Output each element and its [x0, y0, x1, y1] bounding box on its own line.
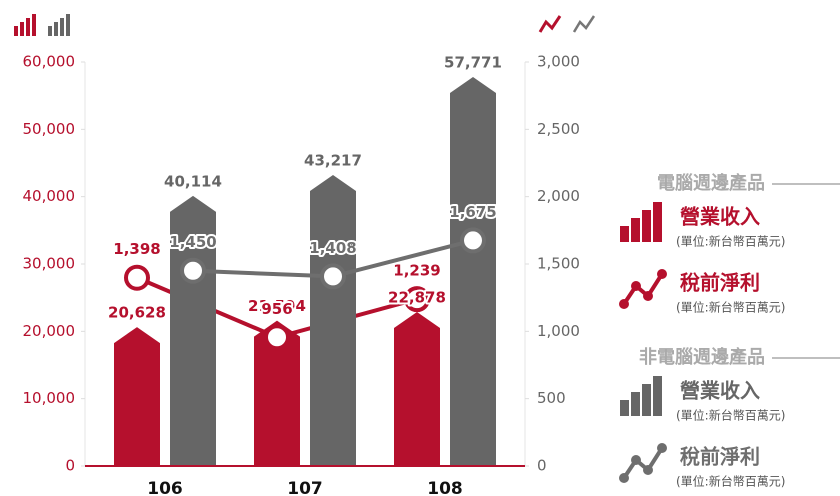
legend-group-title: 非電腦週邊產品 [639, 346, 765, 368]
line-marker [124, 264, 150, 291]
legend-icon [653, 376, 662, 416]
y2-tick-label: 500 [537, 389, 566, 407]
legend-icon [642, 384, 651, 416]
value-label: 21,594 [248, 297, 306, 315]
legend-icon [620, 226, 629, 242]
legend-icon [643, 291, 653, 301]
y-tick-label: 30,000 [23, 255, 76, 273]
bar [310, 175, 356, 466]
y-tick-label: 20,000 [23, 322, 76, 340]
legend-icon [653, 202, 662, 242]
y-tick-label: 0 [65, 457, 75, 475]
value-label: 43,217 [304, 152, 362, 170]
legend-icon [622, 272, 664, 306]
legend-icon [642, 210, 651, 242]
legend-icon [631, 392, 640, 416]
legend-label: 稅前淨利 [680, 445, 760, 469]
x-tick-label: 108 [427, 479, 463, 496]
value-label: 22,878 [388, 288, 446, 306]
legend-label: 稅前淨利 [680, 271, 760, 295]
legend-icon [631, 218, 640, 242]
legend-icon [619, 299, 629, 309]
y2-tick-label: 3,000 [537, 53, 580, 71]
line-marker [460, 227, 486, 254]
top-icons [14, 14, 596, 36]
value-label: 40,114 [164, 172, 222, 190]
value-label: 57,771 [444, 54, 502, 72]
bar [450, 77, 496, 466]
y-tick-label: 10,000 [23, 389, 76, 407]
y-tick-label: 50,000 [23, 120, 76, 138]
legend-note: (單位:新台幣百萬元) [676, 234, 785, 249]
y2-tick-label: 0 [537, 457, 547, 475]
y-tick-label: 60,000 [23, 53, 76, 71]
bar [114, 327, 160, 466]
legend-note: (單位:新台幣百萬元) [676, 300, 785, 315]
bar [170, 195, 216, 467]
bar [394, 311, 440, 466]
legend-group-title: 電腦週邊產品 [657, 172, 765, 194]
line-marker [264, 324, 290, 351]
legend-note: (單位:新台幣百萬元) [676, 408, 785, 423]
value-label: 20,628 [108, 304, 166, 322]
line-marker [404, 286, 430, 313]
legend-icon [657, 443, 667, 453]
legend-label: 營業收入 [680, 379, 760, 403]
legend-icon [631, 455, 641, 465]
bar [254, 320, 300, 466]
y-tick-label: 40,000 [23, 187, 76, 205]
x-tick-label: 106 [147, 479, 183, 496]
value-label: 1,675 [449, 203, 496, 221]
line-marker [320, 263, 346, 290]
legend-icon [631, 281, 641, 291]
legend-icon [622, 446, 664, 480]
value-label: 1,239 [393, 262, 440, 280]
y2-tick-label: 2,000 [537, 187, 580, 205]
y2-tick-label: 1,500 [537, 255, 580, 273]
line-marker [180, 257, 206, 284]
y2-tick-label: 2,500 [537, 120, 580, 138]
legend-icon [620, 400, 629, 416]
legend-label: 營業收入 [680, 205, 760, 229]
legend-note: (單位:新台幣百萬元) [676, 474, 785, 489]
value-label: 1,398 [113, 240, 160, 258]
value-label: 1,408 [309, 239, 356, 257]
value-label: 956 [261, 300, 292, 318]
legend-icon [619, 473, 629, 483]
legend-icon [657, 269, 667, 279]
x-tick-label: 107 [287, 479, 323, 496]
value-label: 1,450 [169, 233, 216, 251]
legend-icon [643, 465, 653, 475]
y2-tick-label: 1,000 [537, 322, 580, 340]
